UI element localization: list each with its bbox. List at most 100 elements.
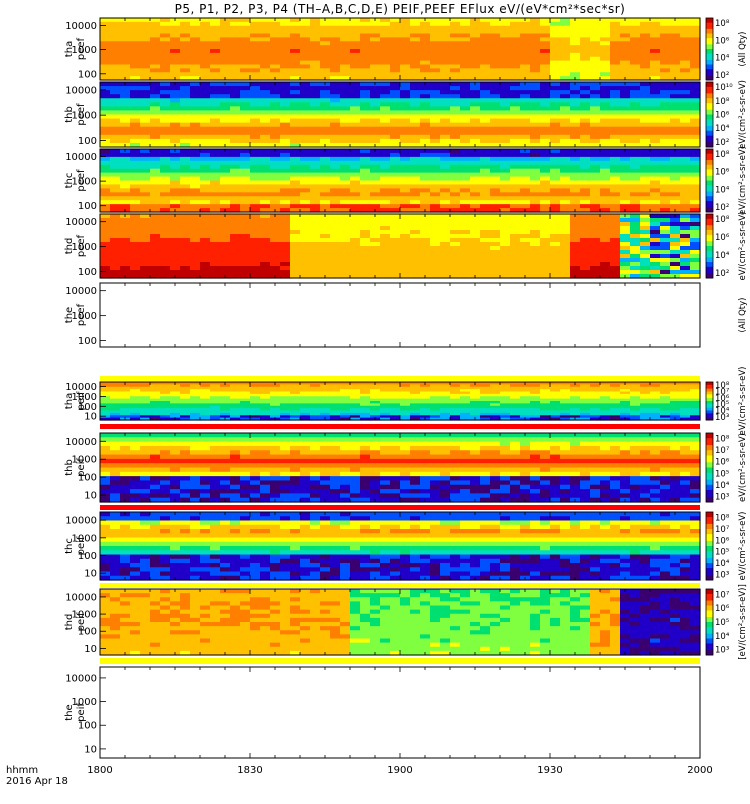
panel-1-heat-cell bbox=[380, 45, 391, 49]
panel-2-heat-cell bbox=[470, 94, 481, 99]
panel-2-heat-cell bbox=[110, 90, 121, 95]
panel-1-heat-cell bbox=[460, 61, 471, 65]
panel-3-heat-cell bbox=[380, 157, 391, 162]
panel-1-heat-cell bbox=[640, 65, 651, 69]
panel-2-heat-cell bbox=[150, 135, 161, 140]
panel-4-heat-cell bbox=[310, 234, 321, 239]
panel-3-heat-cell bbox=[340, 161, 351, 166]
panel-3-heat-cell bbox=[220, 169, 231, 174]
panel-1-heat-cell bbox=[350, 41, 361, 45]
panel-4-heat-cell bbox=[300, 222, 311, 227]
panel-4-heat-cell bbox=[650, 258, 661, 263]
panel-4-heat-cell bbox=[400, 250, 411, 255]
panel-2-heat-cell bbox=[560, 115, 571, 120]
panel-3-heat-cell bbox=[410, 177, 421, 182]
panel-2-heat-cell bbox=[250, 110, 261, 115]
panel-3-heat-cell bbox=[590, 161, 601, 166]
panel-1-heat-cell bbox=[520, 30, 531, 34]
panel-2-heat-cell bbox=[140, 110, 151, 115]
panel-4-heat-cell bbox=[570, 266, 581, 271]
panel-3-heat-cell bbox=[390, 173, 401, 178]
panel-1-heat-cell bbox=[170, 57, 181, 61]
panel-1-heat-cell bbox=[340, 30, 351, 34]
panel-1-heat-cell bbox=[310, 26, 321, 30]
panel-4-heat-cell bbox=[280, 270, 291, 275]
panel-4-heat-cell bbox=[300, 242, 311, 247]
panel-1-heat-cell bbox=[170, 26, 181, 30]
panel-4-heat-cell bbox=[170, 262, 181, 267]
panel-2-heat-cell bbox=[100, 98, 111, 103]
panel-2-heat-cell bbox=[130, 106, 141, 111]
panel-2-heat-cell bbox=[400, 127, 411, 132]
panel-2-heat-cell bbox=[440, 131, 451, 136]
panel-3-heat-cell bbox=[620, 184, 631, 189]
panel-1-heat-cell bbox=[420, 45, 431, 49]
panel-2-heat-cell bbox=[230, 139, 241, 144]
panel-1-heat-cell bbox=[330, 30, 341, 34]
panel-2-heat-cell bbox=[370, 86, 381, 91]
panel-3-heat-cell bbox=[290, 184, 301, 189]
panel-1-heat-cell bbox=[270, 37, 281, 41]
panel-1-heat-cell bbox=[530, 41, 541, 45]
panel-4-heat-cell bbox=[620, 262, 631, 267]
panel-1-heat-cell bbox=[300, 61, 311, 65]
panel-3-heat-cell bbox=[400, 153, 411, 158]
panel-1-heat-cell bbox=[580, 26, 591, 30]
panel-3-heat-cell bbox=[490, 181, 501, 186]
panel-1-heat-cell bbox=[570, 26, 581, 30]
panel-1-heat-cell bbox=[600, 65, 611, 69]
panel-3-heat-cell bbox=[450, 196, 461, 201]
panel-4-heat-cell bbox=[270, 254, 281, 259]
panel-2-heat-cell bbox=[110, 106, 121, 111]
panel-3-heat-cell bbox=[680, 204, 691, 209]
panel-2-heat-cell bbox=[660, 115, 671, 120]
panel-4-heat-cell bbox=[510, 234, 521, 239]
panel-1-heat-cell bbox=[550, 72, 561, 76]
panel-1-heat-cell bbox=[460, 65, 471, 69]
panel-1-heat-cell bbox=[610, 72, 621, 76]
panel-4-heat-cell bbox=[340, 222, 351, 227]
panel-4-heat-cell bbox=[170, 218, 181, 223]
panel-3-heat-cell bbox=[430, 200, 441, 205]
panel-4-heat-cell bbox=[440, 258, 451, 263]
panel-1-heat-cell bbox=[350, 65, 361, 69]
panel-4-heat-cell bbox=[330, 262, 341, 267]
panel-2-heat-cell bbox=[470, 106, 481, 111]
panel-1-heat-cell bbox=[100, 18, 111, 22]
panel-2-heat-cell bbox=[470, 139, 481, 144]
panel-1-heat-cell bbox=[540, 26, 551, 30]
panel-2-heat-cell bbox=[540, 127, 551, 132]
panel-4-heat-cell bbox=[420, 218, 431, 223]
panel-1-heat-cell bbox=[570, 72, 581, 76]
panel-4-heat-cell bbox=[560, 238, 571, 243]
panel-4-heat-cell bbox=[410, 218, 421, 223]
panel-3-heat-cell bbox=[550, 161, 561, 166]
panel-4-heat-cell bbox=[600, 234, 611, 239]
panel-2-heat-cell bbox=[230, 135, 241, 140]
panel-4-heat-cell bbox=[500, 246, 511, 251]
panel-3-heat-cell bbox=[320, 169, 331, 174]
panel-1-heat-cell bbox=[440, 61, 451, 65]
panel-2-heat-cell bbox=[100, 94, 111, 99]
panel-3-heat-cell bbox=[540, 165, 551, 170]
panel-1-heat-cell bbox=[420, 37, 431, 41]
panel-4-heat-cell bbox=[410, 266, 421, 271]
panel-2-heat-cell bbox=[690, 131, 701, 136]
panel-3-heat-cell bbox=[490, 192, 501, 197]
panel-4-heat-cell bbox=[200, 270, 211, 275]
panel-2-heat-cell bbox=[250, 82, 261, 87]
panel-2-heat-cell bbox=[600, 90, 611, 95]
panel-4-heat-cell bbox=[230, 234, 241, 239]
panel-1-heat-cell bbox=[550, 61, 561, 65]
panel-1-heat-cell bbox=[270, 45, 281, 49]
panel-4-heat-cell bbox=[370, 246, 381, 251]
panel-3-heat-cell bbox=[120, 153, 131, 158]
panel-2-heat-cell bbox=[210, 123, 221, 128]
panel-3-heat-cell bbox=[280, 157, 291, 162]
panel-4-heat-cell bbox=[670, 242, 681, 247]
panel-3-heat-cell bbox=[530, 173, 541, 178]
panel-1-heat-cell bbox=[300, 22, 311, 26]
panel-3-heat-cell bbox=[580, 157, 591, 162]
panel-1-heat-cell bbox=[130, 57, 141, 61]
panel-1-heat-cell bbox=[550, 45, 561, 49]
